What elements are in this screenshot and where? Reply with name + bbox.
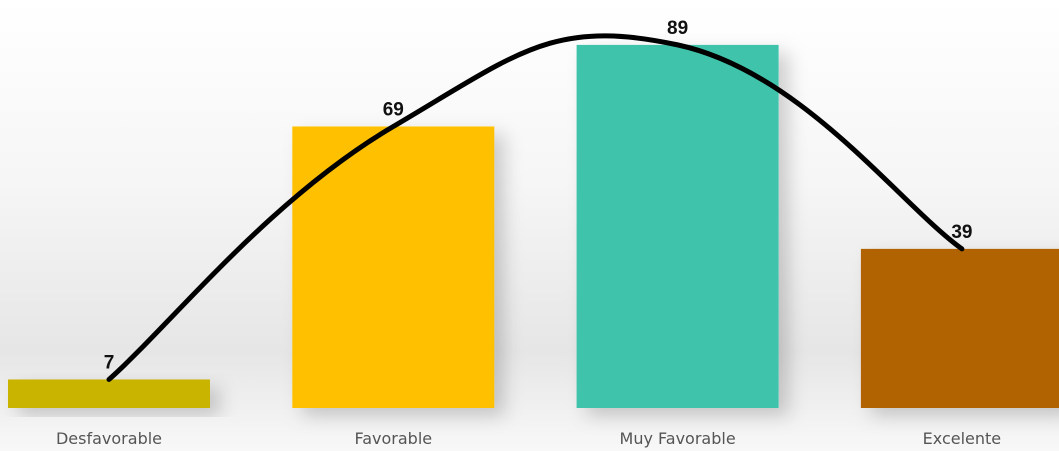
bar-favorable <box>292 126 495 408</box>
bar-desfavorable <box>8 379 210 408</box>
category-label: Excelente <box>923 429 1001 448</box>
value-labels-group: 7 69 89 39 <box>104 18 973 374</box>
bar-muy-favorable <box>576 44 779 408</box>
data-label: 69 <box>383 99 404 120</box>
bar-excelente <box>860 248 1059 408</box>
category-label: Muy Favorable <box>620 429 736 448</box>
trend-line <box>106 33 965 382</box>
category-label: Desfavorable <box>56 429 162 448</box>
category-label: Favorable <box>354 429 432 448</box>
data-label: 7 <box>104 352 115 373</box>
data-label: 89 <box>667 18 688 39</box>
bars-group <box>8 44 1059 408</box>
category-labels-group: Desfavorable Favorable Muy Favorable Excele… <box>56 429 1001 448</box>
data-label: 39 <box>951 222 972 243</box>
